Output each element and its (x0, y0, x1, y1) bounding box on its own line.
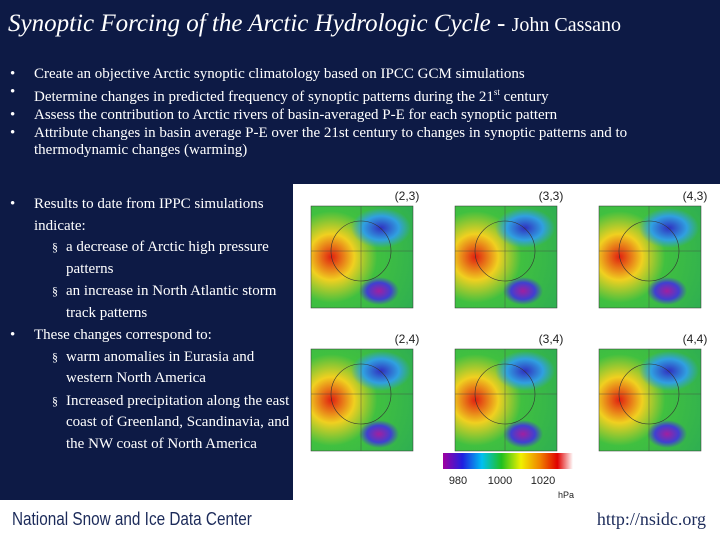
author: John Cassano (511, 14, 622, 36)
colorbar-unit: hPa (558, 490, 574, 500)
bullet: Determine changes in predicted frequency… (8, 84, 708, 106)
bullet: Assess the contribution to Arctic rivers… (8, 107, 708, 124)
low-anomaly (503, 420, 543, 448)
text: Determine changes in predicted frequency… (34, 89, 494, 105)
panel-label: (2,3) (395, 189, 420, 203)
low-anomaly (495, 351, 555, 391)
text: These changes correspond to: (34, 327, 212, 343)
bullet: Attribute changes in basin average P-E o… (8, 125, 674, 159)
low-anomaly (639, 208, 699, 248)
panel-label: (4,4) (683, 332, 708, 346)
title-text: Synoptic Forcing of the Arctic Hydrologi… (8, 10, 512, 37)
panel-label: (2,4) (395, 332, 420, 346)
low-anomaly (495, 208, 555, 248)
panel-label: (3,4) (539, 332, 564, 346)
sub-bullet: a decrease of Arctic high pressure patte… (34, 237, 293, 280)
org-name: National Snow and Ice Data Center (12, 509, 252, 529)
title: Synoptic Forcing of the Arctic Hydrologi… (8, 10, 621, 38)
bullet-list: Create an objective Arctic synoptic clim… (8, 66, 708, 160)
superscript: st (493, 87, 500, 97)
low-anomaly (647, 277, 687, 305)
colorbar-tick: 1020 (531, 475, 555, 487)
colorbar-tick: 980 (449, 475, 467, 487)
low-anomaly (503, 277, 543, 305)
figure: (2,3) (3,3) (4,3) (2,4) (3,4) (4,4) 980 1000 102… (293, 184, 720, 500)
colorbar-tick: 1000 (488, 475, 512, 487)
panel-label: (4,3) (683, 189, 708, 203)
low-anomaly (647, 420, 687, 448)
sub-bullet: Increased precipitation along the east c… (34, 391, 293, 456)
low-anomaly (359, 420, 399, 448)
text: century (499, 89, 549, 105)
low-anomaly (351, 351, 411, 391)
sub-bullet: an increase in North Atlantic storm trac… (34, 281, 293, 324)
low-anomaly (359, 277, 399, 305)
panel-label: (3,3) (539, 189, 564, 203)
bullet: These changes correspond to: warm anomal… (8, 325, 293, 455)
sub-list: a decrease of Arctic high pressure patte… (34, 237, 293, 324)
bullet-list: Results to date from IPPC simulations in… (8, 194, 293, 456)
low-anomaly (351, 208, 411, 248)
sub-bullet: warm anomalies in Eurasia and western No… (34, 347, 293, 390)
bullet: Create an objective Arctic synoptic clim… (8, 66, 708, 83)
sub-list: warm anomalies in Eurasia and western No… (34, 347, 293, 456)
text: Results to date from IPPC simulations in… (34, 196, 264, 234)
footer: National Snow and Ice Data Center http:/… (0, 500, 720, 540)
colorbar (443, 453, 573, 469)
url: http://nsidc.org (596, 509, 706, 529)
low-anomaly (639, 351, 699, 391)
bullet: Results to date from IPPC simulations in… (8, 194, 293, 324)
